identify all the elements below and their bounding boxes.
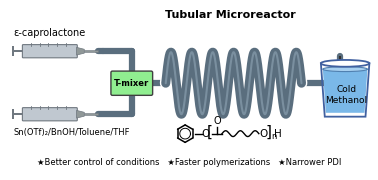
Bar (84, 113, 98, 115)
Text: Tubular Microreactor: Tubular Microreactor (165, 10, 296, 21)
Text: ε-caprolactone: ε-caprolactone (14, 28, 86, 38)
Bar (12, 46, 14, 56)
Text: ★Better control of conditions   ★Faster polymerizations   ★Narrower PDI: ★Better control of conditions ★Faster po… (37, 158, 341, 167)
Text: T-mixer: T-mixer (114, 79, 149, 88)
Polygon shape (76, 47, 84, 55)
Ellipse shape (323, 67, 367, 72)
FancyBboxPatch shape (22, 108, 77, 121)
Polygon shape (323, 69, 367, 113)
Text: ]: ] (265, 125, 271, 140)
Polygon shape (76, 110, 84, 118)
Text: O: O (201, 129, 210, 139)
Text: O: O (260, 129, 268, 139)
Bar (14, 50, 25, 52)
Bar (14, 113, 25, 115)
Bar (12, 109, 14, 119)
Bar (84, 50, 98, 52)
FancyBboxPatch shape (22, 45, 77, 58)
Text: H: H (274, 129, 282, 139)
Text: [: [ (206, 125, 212, 140)
Text: O: O (213, 116, 221, 126)
Ellipse shape (321, 60, 369, 67)
Text: Cold
Methanol: Cold Methanol (325, 85, 367, 105)
Text: n: n (271, 132, 277, 141)
Text: Sn(OTf)₂/BnOH/Toluene/THF: Sn(OTf)₂/BnOH/Toluene/THF (14, 128, 130, 137)
FancyBboxPatch shape (111, 71, 153, 95)
